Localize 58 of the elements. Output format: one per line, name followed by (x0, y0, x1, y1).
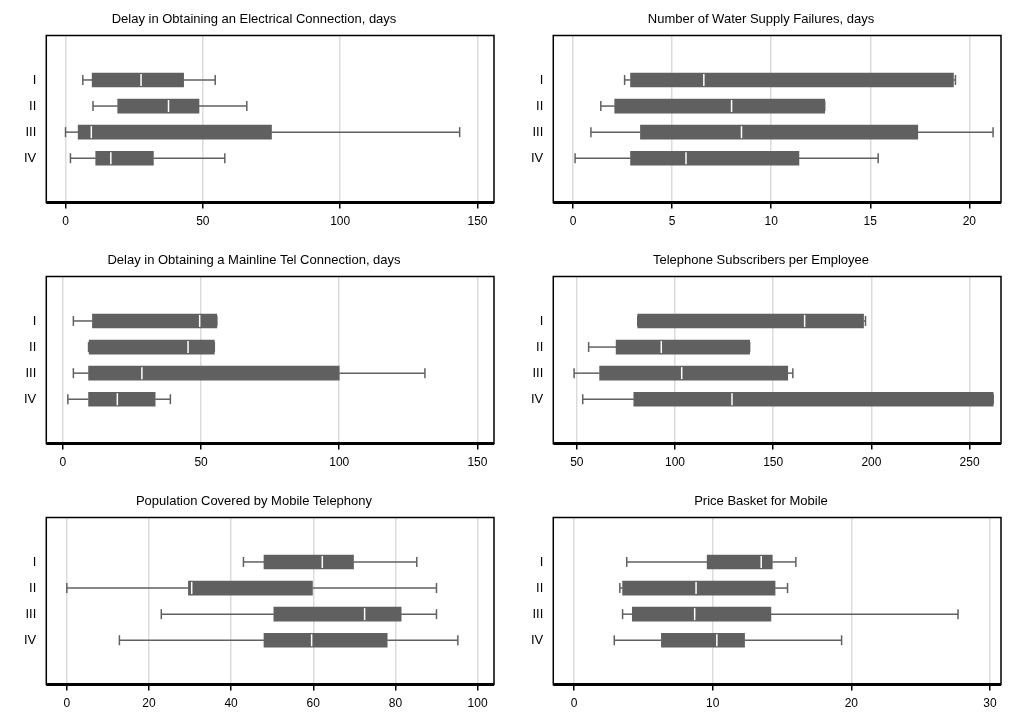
x-tick-label: 150 (763, 455, 784, 470)
y-tick-label: I (32, 71, 37, 87)
y-tick-label: IV (23, 149, 37, 165)
x-tick-label: 60 (306, 696, 321, 711)
chart-title: Population Covered by Mobile Telephony (135, 493, 373, 509)
y-tick-label: III (25, 364, 37, 380)
y-tick-label: III (532, 123, 544, 139)
x-tick-label: 20 (962, 214, 977, 229)
x-tick-label: 150 (467, 214, 488, 229)
x-tick-label: 50 (196, 214, 210, 229)
y-tick-label: II (29, 338, 37, 354)
y-tick-label: III (25, 605, 37, 621)
chart-title: Delay in Obtaining an Electrical Connection, days (111, 11, 397, 27)
y-tick-label: III (532, 364, 544, 380)
x-tick-label: 100 (665, 455, 686, 470)
x-tick-label: 0 (59, 455, 67, 470)
y-tick-label: I (32, 553, 37, 569)
y-tick-label: III (25, 123, 37, 139)
x-tick-label: 100 (330, 214, 351, 229)
y-tick-label: II (536, 338, 544, 354)
x-tick-label: 50 (194, 455, 209, 470)
y-tick-label: III (532, 605, 544, 621)
y-tick-label: IV (23, 390, 37, 406)
x-tick-label: 250 (959, 455, 980, 470)
chart-title: Price Basket for Mobile (694, 493, 828, 509)
y-tick-label: I (32, 312, 37, 328)
x-tick-label: 100 (467, 696, 488, 711)
y-tick-label: II (536, 97, 544, 113)
y-tick-label: IV (530, 149, 544, 165)
y-tick-label: II (29, 97, 37, 113)
x-tick-label: 10 (706, 696, 720, 711)
x-tick-label: 0 (570, 696, 578, 711)
y-tick-label: I (539, 553, 544, 569)
x-tick-label: 15 (863, 214, 878, 229)
y-tick-label: II (536, 579, 544, 595)
chart-title: Telephone Subscribers per Employee (652, 252, 870, 268)
y-tick-label: IV (23, 631, 37, 647)
x-tick-label: 30 (983, 696, 997, 711)
x-tick-label: 200 (861, 455, 882, 470)
y-tick-label: I (539, 71, 544, 87)
x-tick-label: 20 (142, 696, 156, 711)
y-tick-label: IV (530, 390, 544, 406)
x-tick-label: 20 (844, 696, 859, 711)
x-tick-label: 0 (63, 696, 71, 711)
x-tick-label: 150 (467, 455, 488, 470)
x-tick-label: 40 (224, 696, 239, 711)
x-tick-label: 50 (570, 455, 584, 470)
chart-title: Delay in Obtaining a Mainline Tel Connection, days (107, 252, 402, 268)
x-tick-label: 5 (668, 214, 676, 229)
x-tick-label: 100 (329, 455, 350, 470)
y-tick-label: IV (530, 631, 544, 647)
y-tick-label: I (539, 312, 544, 328)
x-tick-label: 0 (62, 214, 70, 229)
x-tick-label: 10 (764, 214, 779, 229)
chart-title: Number of Water Supply Failures, days (647, 11, 875, 27)
x-tick-label: 80 (388, 696, 403, 711)
x-tick-label: 0 (569, 214, 577, 229)
y-tick-label: II (29, 579, 37, 595)
